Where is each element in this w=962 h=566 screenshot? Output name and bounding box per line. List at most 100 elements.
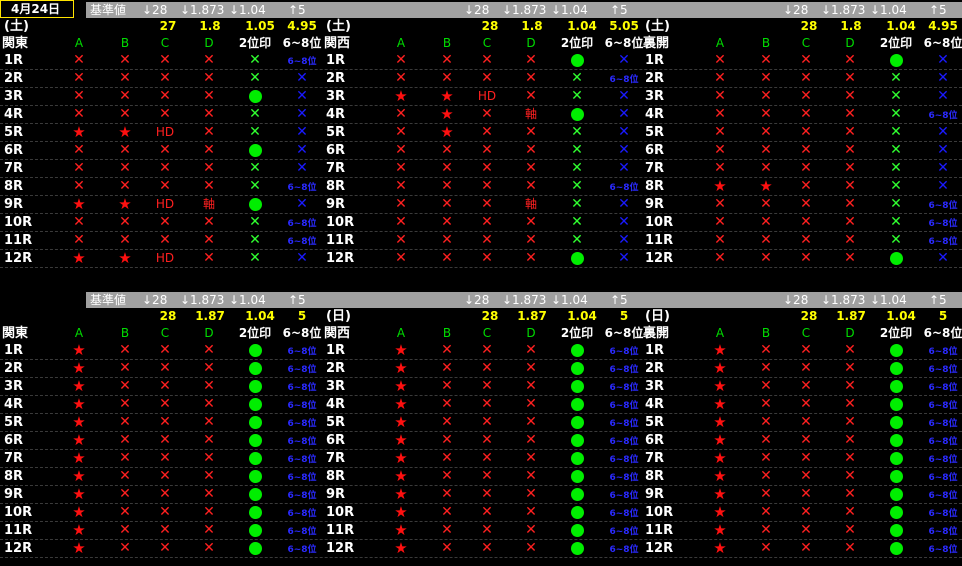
red-star-icon: ★ bbox=[713, 539, 727, 557]
mark-cell: ✕ bbox=[277, 88, 327, 105]
mark-cell: ✕ bbox=[430, 504, 464, 521]
column-header-6~8位: 6~8位 bbox=[923, 36, 962, 50]
red-x-icon: ✕ bbox=[441, 540, 453, 556]
red-star-icon: ★ bbox=[72, 503, 86, 521]
race-number: 1R bbox=[4, 343, 24, 358]
threshold-arrow: ↓1.873 bbox=[502, 293, 547, 307]
red-star-icon: ★ bbox=[394, 521, 408, 539]
mark-cell: ✕ bbox=[108, 178, 142, 195]
green-dot-icon bbox=[570, 380, 584, 393]
race-number: 12R bbox=[4, 541, 33, 556]
mark-cell: ✕ bbox=[749, 414, 783, 431]
mark-cell bbox=[560, 396, 594, 413]
red-x-icon: ✕ bbox=[119, 52, 131, 68]
red-star-icon: ★ bbox=[440, 123, 454, 141]
red-star-icon: ★ bbox=[440, 105, 454, 123]
mark-cell: ✕ bbox=[192, 88, 226, 105]
red-x-icon: ✕ bbox=[714, 196, 726, 212]
mark-cell: ✕ bbox=[789, 378, 823, 395]
red-x-icon: ✕ bbox=[159, 106, 171, 122]
mark-cell: ★ bbox=[384, 522, 418, 539]
mark-cell: ✕ bbox=[430, 486, 464, 503]
mark-cell: ✕ bbox=[749, 106, 783, 123]
mark-cell: ✕ bbox=[430, 214, 464, 231]
mark-cell: ✕ bbox=[749, 396, 783, 413]
column-header-2位印: 2位印 bbox=[879, 36, 913, 50]
column-header-B: B bbox=[120, 326, 130, 340]
mark-cell: ★ bbox=[703, 396, 737, 413]
blue-x-icon: ✕ bbox=[296, 160, 308, 176]
mark-cell: HD bbox=[470, 88, 504, 105]
mark-cell: ★ bbox=[62, 396, 96, 413]
mark-cell: 6~8位 bbox=[277, 214, 327, 231]
threshold-arrow: ↓1.04 bbox=[229, 3, 266, 17]
mark-cell: ✕ bbox=[918, 160, 962, 177]
mark-cell bbox=[560, 52, 594, 69]
column-header-A: A bbox=[74, 326, 84, 340]
mark-cell: ✕ bbox=[833, 360, 867, 377]
threshold-value: 1.05 bbox=[245, 19, 275, 33]
mark-cell: ✕ bbox=[238, 232, 272, 249]
mark-cell: ✕ bbox=[192, 232, 226, 249]
red-x-icon: ✕ bbox=[159, 432, 171, 448]
threshold-value: 4.95 bbox=[928, 19, 958, 33]
mark-cell: 6~8位 bbox=[599, 414, 649, 431]
mark-cell: ✕ bbox=[108, 342, 142, 359]
red-x-icon: ✕ bbox=[844, 432, 856, 448]
mark-cell: ✕ bbox=[789, 486, 823, 503]
red-x-icon: ✕ bbox=[525, 88, 537, 104]
red-x-icon: ✕ bbox=[203, 378, 215, 394]
red-x-icon: ✕ bbox=[395, 106, 407, 122]
mark-cell: ✕ bbox=[599, 88, 649, 105]
mark-cell: ✕ bbox=[514, 504, 548, 521]
hd-mark: HD bbox=[477, 89, 497, 103]
red-x-icon: ✕ bbox=[800, 232, 812, 248]
red-x-icon: ✕ bbox=[73, 88, 85, 104]
table-row: 1R ✕ ✕ ✕ ✕ ✕ 6~8位 1R ✕ ✕ ✕ ✕ ✕ 1R ✕ ✕ ✕ ✕ ✕ bbox=[0, 52, 962, 70]
mark-cell: ✕ bbox=[703, 52, 737, 69]
mark-cell: 6~8位 bbox=[277, 232, 327, 249]
green-dot-icon bbox=[889, 362, 903, 375]
race-number: 2R bbox=[326, 361, 346, 376]
mark-cell: ✕ bbox=[833, 414, 867, 431]
mark-cell: ✕ bbox=[918, 142, 962, 159]
race-number: 4R bbox=[326, 397, 346, 412]
mark-cell: ✕ bbox=[918, 70, 962, 87]
red-x-icon: ✕ bbox=[203, 486, 215, 502]
mark-cell: ✕ bbox=[430, 178, 464, 195]
green-dot-icon bbox=[248, 344, 262, 357]
rank-6-8-badge: 6~8位 bbox=[609, 419, 639, 429]
blue-x-icon: ✕ bbox=[296, 142, 308, 158]
mark-cell: ✕ bbox=[879, 88, 913, 105]
mark-cell: ✕ bbox=[514, 124, 548, 141]
mark-cell: 6~8位 bbox=[277, 178, 327, 195]
mark-cell: 軸 bbox=[514, 196, 548, 213]
green-dot-icon bbox=[889, 54, 903, 67]
mark-cell bbox=[560, 432, 594, 449]
green-x-icon: ✕ bbox=[571, 178, 583, 194]
mark-cell: ✕ bbox=[108, 160, 142, 177]
mark-cell: ★ bbox=[384, 396, 418, 413]
green-dot-icon bbox=[248, 542, 262, 555]
mark-cell bbox=[879, 522, 913, 539]
mark-cell: ✕ bbox=[749, 540, 783, 557]
mark-cell: ✕ bbox=[470, 432, 504, 449]
mark-cell: ✕ bbox=[879, 142, 913, 159]
red-x-icon: ✕ bbox=[800, 178, 812, 194]
green-dot-icon bbox=[889, 398, 903, 411]
table-row: 7R ★ ✕ ✕ ✕ 6~8位 7R ★ ✕ ✕ ✕ 6~8位 7R ★ ✕ ✕ ✕ 6~8位 bbox=[0, 450, 962, 468]
red-x-icon: ✕ bbox=[760, 88, 772, 104]
table-row: 6R ✕ ✕ ✕ ✕ ✕ 6R ✕ ✕ ✕ ✕ ✕ ✕ 6R ✕ ✕ ✕ ✕ ✕ ✕ bbox=[0, 142, 962, 160]
green-x-icon: ✕ bbox=[890, 124, 902, 140]
mark-cell: ✕ bbox=[749, 468, 783, 485]
rank-6-8-badge: 6~8位 bbox=[287, 545, 317, 555]
red-x-icon: ✕ bbox=[203, 52, 215, 68]
mark-cell: ✕ bbox=[430, 450, 464, 467]
red-x-icon: ✕ bbox=[844, 450, 856, 466]
sunday-header: 基準値 ↓28 ↓1.873 ↓1.04 ↑5 ↓28 ↓1.873 ↓1.04 ↑5 ↓28 ↓… bbox=[0, 290, 962, 308]
rank-6-8-badge: 6~8位 bbox=[609, 365, 639, 375]
mark-cell: ✕ bbox=[430, 378, 464, 395]
red-x-icon: ✕ bbox=[481, 250, 493, 266]
red-x-icon: ✕ bbox=[800, 196, 812, 212]
mark-cell: ✕ bbox=[277, 196, 327, 213]
